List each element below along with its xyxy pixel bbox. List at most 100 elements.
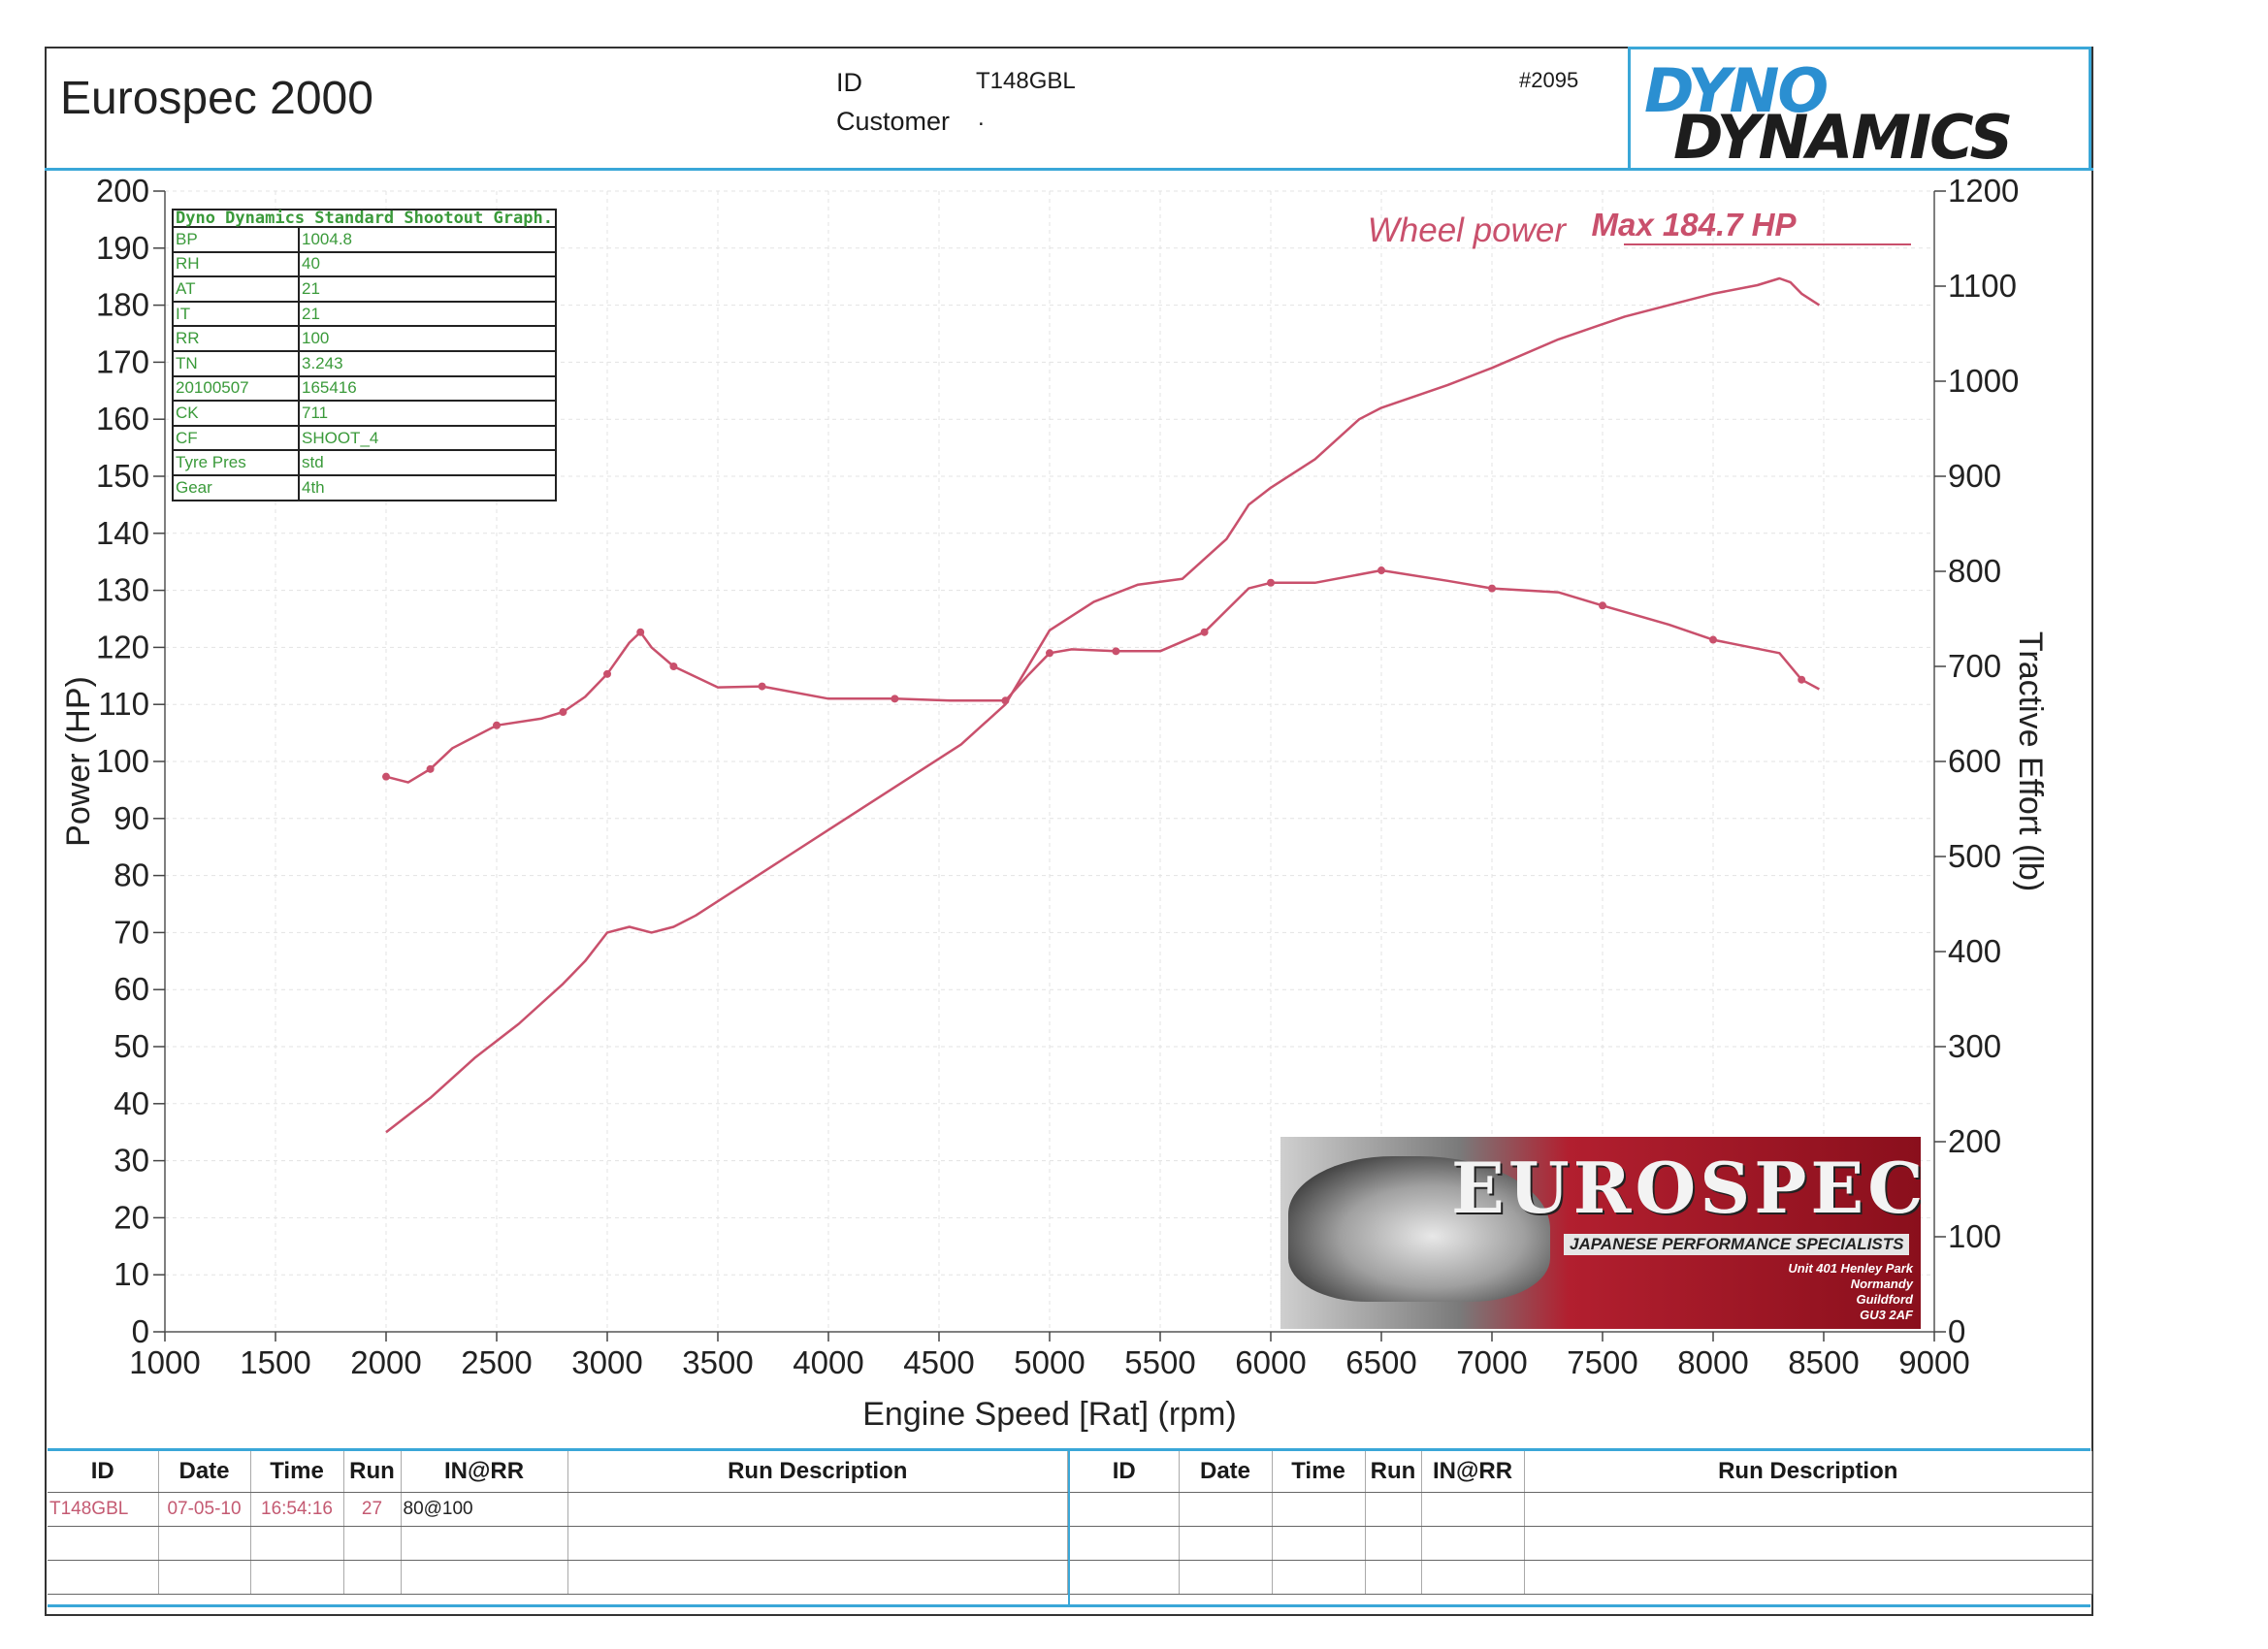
cell-id: T148GBL xyxy=(48,1492,159,1527)
id-value: T148GBL xyxy=(976,68,1076,94)
id-label: ID xyxy=(836,68,862,97)
power-line xyxy=(385,276,1821,1134)
tractive-effort-point xyxy=(758,682,766,691)
x-tick-label: 5500 xyxy=(1124,1344,1195,1380)
condition-key: CF xyxy=(172,424,300,452)
tractive-effort-point xyxy=(426,764,435,773)
address-line: Unit 401 Henley Park xyxy=(1788,1261,1913,1276)
banner-brand: EUROSPEC xyxy=(1451,1147,1921,1229)
condition-value: std xyxy=(298,449,557,476)
condition-key: IT xyxy=(172,300,300,328)
y-tick-label: 190 xyxy=(96,230,149,266)
tractive-effort-point xyxy=(1798,675,1806,684)
report-header: Eurospec 2000 ID T148GBL Customer . #209… xyxy=(45,47,2093,173)
condition-value: SHOOT_4 xyxy=(298,424,557,452)
table-row xyxy=(1070,1492,2092,1527)
col-date: Date xyxy=(158,1451,251,1493)
dyno-chart: 0 10 20 30 40 50 60 70 80 90 100 110 120 130 140 150 160… xyxy=(60,173,2049,1433)
y-axis-label: Power (HP) xyxy=(60,676,97,847)
y2-tick-label: 1000 xyxy=(1948,363,2019,399)
col-date: Date xyxy=(1179,1451,1273,1493)
tractive-effort-point xyxy=(1377,566,1385,575)
table-row xyxy=(48,1560,1068,1595)
address-line: Normandy xyxy=(1850,1277,1913,1291)
conditions-row: 20100507 165416 xyxy=(172,374,557,403)
table-row[interactable]: T148GBL 07-05-10 16:54:16 27 80@100 xyxy=(48,1492,1068,1527)
tractive-effort-point xyxy=(603,669,611,678)
y-tick-label: 110 xyxy=(98,686,149,722)
y-tick-label: 150 xyxy=(96,458,149,494)
car-image xyxy=(1288,1156,1550,1302)
condition-value: 40 xyxy=(298,250,557,278)
conditions-row: RH 40 xyxy=(172,250,557,278)
x-tick-label: 1000 xyxy=(129,1344,200,1380)
condition-key: BP xyxy=(172,226,300,253)
tractive-effort-point xyxy=(1709,635,1717,644)
x-tick-label: 1500 xyxy=(240,1344,310,1380)
y-tick-label: 170 xyxy=(96,343,149,379)
y2-tick-label: 200 xyxy=(1948,1123,2001,1159)
col-run: Run xyxy=(1365,1451,1422,1493)
y-tick-label: 80 xyxy=(113,857,149,893)
conditions-table: Dyno Dynamics Standard Shootout Graph. B… xyxy=(172,209,557,501)
tractive-effort-point xyxy=(1599,601,1606,610)
condition-key: AT xyxy=(172,275,300,303)
x-tick-label: 8000 xyxy=(1677,1344,1748,1380)
condition-value: 3.243 xyxy=(298,349,557,377)
y-tick-label: 60 xyxy=(113,971,149,1007)
col-inrr: IN@RR xyxy=(401,1451,568,1493)
x-tick-label: 2000 xyxy=(350,1344,421,1380)
y2-axis-label: Tractive Effort (lb) xyxy=(2012,631,2049,891)
y2-tick-label: 100 xyxy=(1948,1218,2001,1254)
y2-tick-label: 500 xyxy=(1948,838,2001,874)
conditions-row: BP 1004.8 xyxy=(172,226,557,253)
tractive-effort-point xyxy=(1112,647,1120,656)
conditions-row: Tyre Pres std xyxy=(172,449,557,476)
y2-tick-label: 300 xyxy=(1948,1028,2001,1064)
tractive-effort-point xyxy=(1488,584,1496,593)
conditions-caption: Dyno Dynamics Standard Shootout Graph. xyxy=(172,209,557,228)
y-tick-label: 50 xyxy=(113,1028,149,1064)
x-tick-label: 8500 xyxy=(1788,1344,1859,1380)
conditions-row: TN 3.243 xyxy=(172,349,557,377)
table-row xyxy=(48,1526,1068,1561)
cell-description xyxy=(567,1492,1068,1527)
col-id: ID xyxy=(1070,1451,1180,1493)
x-tick-label: 4000 xyxy=(793,1344,863,1380)
y2-tick-label: 900 xyxy=(1948,458,2001,494)
tractive-effort-point xyxy=(891,695,899,703)
tractive-effort-point xyxy=(493,721,501,729)
condition-key: TN xyxy=(172,349,300,377)
tractive-effort-point xyxy=(559,708,567,717)
conditions-row: IT 21 xyxy=(172,300,557,328)
x-tick-label: 6000 xyxy=(1235,1344,1306,1380)
x-axis-label: Engine Speed [Rat] (rpm) xyxy=(862,1396,1237,1433)
y-tick-label: 10 xyxy=(113,1256,149,1292)
conditions-row: CK 711 xyxy=(172,400,557,427)
y2-tick-label: 1200 xyxy=(1948,173,2019,209)
conditions-row: CF SHOOT_4 xyxy=(172,424,557,452)
y-tick-label: 200 xyxy=(96,173,149,209)
dyno-dynamics-logo: DYNO DYNAMICS xyxy=(1628,47,2091,173)
x-tick-label: 3500 xyxy=(682,1344,753,1380)
y-tick-label: 160 xyxy=(96,401,149,436)
y-tick-label: 180 xyxy=(96,287,149,323)
col-run: Run xyxy=(343,1451,402,1493)
condition-key: 20100507 xyxy=(172,374,300,403)
condition-value: 165416 xyxy=(298,374,557,403)
tractive-effort-point xyxy=(1001,696,1010,705)
banner-address: Unit 401 Henley Park Normandy Guildford … xyxy=(1788,1261,1913,1323)
y-tick-label: 120 xyxy=(96,629,149,664)
tractive-effort-point xyxy=(669,663,678,670)
tractive-effort-point xyxy=(1046,649,1053,658)
col-id: ID xyxy=(48,1451,159,1493)
condition-key: RR xyxy=(172,325,300,352)
wheel-power-label: Wheel power xyxy=(1368,211,1568,249)
report-title: Eurospec 2000 xyxy=(60,73,373,124)
tractive-effort-point xyxy=(1267,578,1275,587)
run-number: #2095 xyxy=(1519,68,1579,92)
y2-tick-label: 0 xyxy=(1948,1313,1965,1349)
y-tick-label: 130 xyxy=(96,572,149,608)
condition-key: CK xyxy=(172,400,300,427)
cell-inrr: 80@100 xyxy=(401,1492,568,1527)
